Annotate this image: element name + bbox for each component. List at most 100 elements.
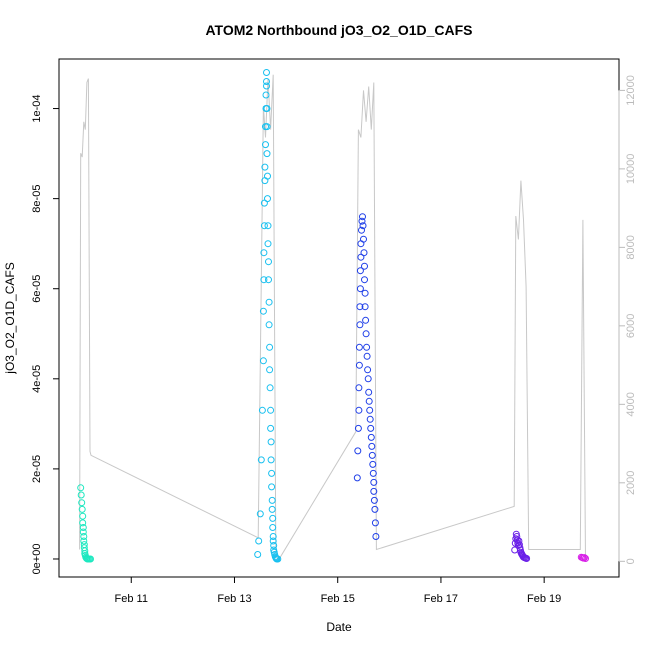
- data-point-3-21: [361, 276, 368, 284]
- data-point-2-40: [268, 483, 276, 491]
- data-point-3-9: [356, 303, 364, 311]
- data-points-layer: [77, 69, 589, 563]
- data-point-3-29: [364, 375, 372, 383]
- data-point-3-26: [363, 343, 371, 351]
- data-point-2-35: [267, 406, 275, 414]
- data-point-2-43: [269, 514, 277, 522]
- data-point-3-2: [354, 447, 362, 455]
- data-point-3-16: [359, 213, 366, 221]
- y2-tick-label-0: 0: [625, 558, 637, 564]
- data-point-1-5: [79, 512, 87, 520]
- y2-tick-label-6: 12000: [625, 75, 637, 106]
- data-point-2-30: [265, 298, 273, 306]
- data-point-3-20: [361, 262, 368, 270]
- axes-layer: 0e+00 2e-05 4e-05 6e-05 8e-05 1e-04 Feb 11 Feb …: [31, 75, 637, 605]
- data-point-2-1: [254, 551, 262, 558]
- data-point-2-20: [263, 82, 270, 90]
- y2-tick-label-1: 2000: [625, 471, 637, 495]
- data-point-3-41: [370, 487, 378, 495]
- data-point-2-44: [269, 524, 277, 531]
- data-point-1-22: [87, 555, 94, 563]
- data-point-2-21: [263, 105, 271, 112]
- data-point-2-17: [262, 91, 270, 99]
- data-point-3-31: [365, 397, 373, 405]
- data-point-3-40: [370, 478, 378, 486]
- data-point-3-33: [366, 415, 374, 423]
- y2-tick-label-2: 4000: [625, 392, 637, 416]
- data-point-1-10: [80, 537, 88, 545]
- data-point-2-5: [258, 406, 266, 414]
- data-point-4-21: [523, 555, 531, 562]
- chart-title: ATOM2 Northbound jO3_O2_O1D_CAFS: [205, 22, 472, 38]
- data-point-3-14: [358, 226, 365, 234]
- data-point-1-8: [79, 528, 87, 536]
- x-tick-label-0: Feb 11: [115, 593, 148, 605]
- data-point-2-47: [270, 542, 278, 549]
- y-tick-label-3: 6e-05: [31, 275, 43, 303]
- x-tick-label-2: Feb 15: [321, 593, 355, 605]
- y-tick-label-2: 4e-05: [31, 365, 43, 393]
- data-point-2-41: [268, 496, 276, 504]
- data-point-3-38: [369, 460, 377, 468]
- x-axis-label: Date: [326, 620, 352, 634]
- y-tick-label-4: 8e-05: [31, 185, 43, 213]
- data-point-1-1: [77, 484, 85, 492]
- data-point-3-19: [360, 249, 368, 257]
- data-point-3-7: [355, 343, 363, 351]
- data-point-1-9: [80, 533, 88, 540]
- x-tick-label-3: Feb 17: [424, 593, 458, 605]
- data-point-3-5: [355, 384, 363, 392]
- data-point-3-36: [368, 442, 376, 450]
- data-point-2-8: [260, 276, 268, 284]
- data-point-2-23: [263, 150, 271, 158]
- y-tick-label-1: 2e-05: [31, 455, 43, 483]
- data-point-2-29: [265, 276, 272, 284]
- data-point-3-6: [355, 361, 363, 369]
- data-point-2-10: [260, 222, 268, 230]
- data-point-2-32: [266, 343, 274, 351]
- data-point-3-25: [362, 330, 370, 338]
- data-point-3-18: [360, 235, 367, 243]
- data-point-2-6: [259, 357, 267, 365]
- data-point-3-3: [354, 424, 362, 432]
- x-tick-label-1: Feb 13: [217, 593, 251, 605]
- data-point-4-9: [515, 537, 523, 545]
- data-point-2-25: [264, 195, 271, 203]
- data-point-3-17: [359, 222, 367, 230]
- data-point-2-34: [266, 384, 274, 392]
- data-point-3-24: [362, 316, 370, 324]
- y2-tick-label-5: 10000: [625, 154, 637, 185]
- data-point-3-4: [355, 406, 363, 414]
- data-point-3-8: [356, 321, 364, 329]
- data-point-2-3: [256, 510, 264, 518]
- data-point-2-33: [266, 366, 274, 374]
- data-point-2-45: [269, 533, 277, 540]
- data-point-2-19: [263, 69, 270, 76]
- data-point-2-13: [261, 163, 269, 171]
- data-point-2-42: [268, 505, 276, 513]
- data-point-2-39: [268, 469, 276, 477]
- x-tick-label-4: Feb 19: [527, 593, 561, 605]
- data-point-2-46: [269, 537, 277, 545]
- data-point-3-37: [368, 451, 376, 459]
- y2-tick-label-3: 6000: [625, 314, 637, 338]
- data-point-2-22: [263, 123, 271, 131]
- data-point-2-7: [259, 307, 267, 315]
- data-point-5-5: [582, 555, 589, 562]
- data-point-3-43: [371, 505, 379, 513]
- data-point-2-38: [267, 456, 275, 464]
- data-point-3-45: [372, 533, 380, 540]
- data-point-2-24: [264, 172, 271, 180]
- data-point-3-42: [370, 496, 378, 504]
- data-point-2-18: [263, 78, 270, 85]
- data-point-3-27: [363, 352, 371, 360]
- data-point-2-9: [260, 249, 268, 257]
- data-point-3-22: [361, 289, 369, 297]
- data-point-2-37: [267, 438, 275, 446]
- data-point-3-28: [364, 366, 372, 374]
- data-point-3-39: [369, 469, 377, 477]
- data-point-2-26: [264, 222, 272, 230]
- data-point-2-27: [264, 240, 272, 248]
- data-point-3-15: [358, 217, 366, 225]
